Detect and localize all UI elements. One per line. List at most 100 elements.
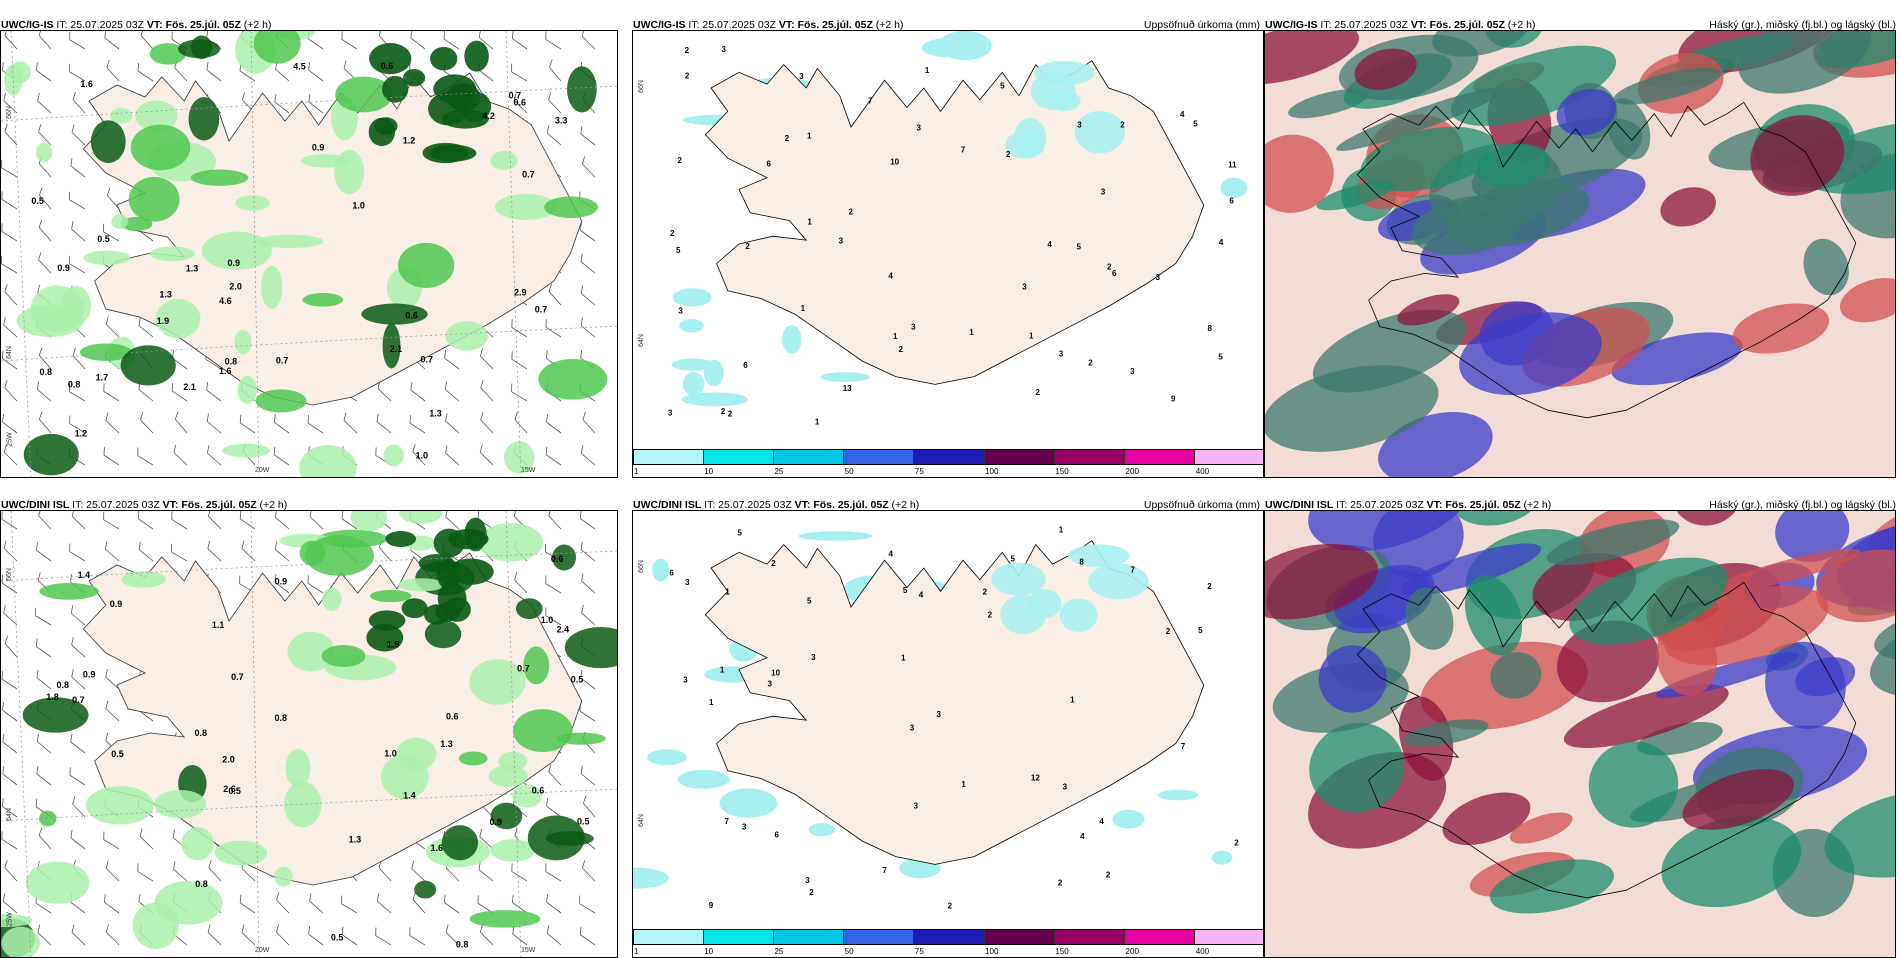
wind-barb: [508, 384, 530, 401]
wind-barb: [204, 445, 225, 465]
precip-area: [991, 563, 1046, 596]
wind-barb: [36, 252, 56, 273]
rain-value: 0.9: [275, 576, 288, 586]
precip-value: 7: [868, 97, 873, 106]
precip-value: 4: [1180, 110, 1185, 119]
rain-value: 2.1: [390, 344, 403, 354]
rain-value: 1.1: [212, 620, 225, 630]
rain-area: [513, 709, 573, 752]
precip-value: 2: [771, 559, 776, 568]
wind-barb: [104, 60, 124, 81]
precip-value: 2: [1058, 878, 1063, 887]
wind-barb: [478, 924, 498, 945]
map-canvas: 5332722310535712972668731121411324223155…: [633, 511, 1264, 958]
precip-value: 3: [910, 724, 915, 733]
rain-value: 1.2: [403, 136, 416, 146]
colorbar: [633, 929, 1264, 945]
wind-barb: [581, 796, 601, 817]
wind-barb: [408, 382, 430, 401]
precip-value: 7: [883, 866, 888, 875]
precip-area: [677, 770, 729, 789]
wind-barb: [66, 32, 88, 49]
rain-area: [490, 151, 517, 170]
rain-value: 0.7: [535, 304, 548, 314]
precip-area: [1088, 564, 1148, 600]
precip-value: 3: [768, 679, 773, 688]
precip-area: [633, 868, 669, 889]
wind-barb: [578, 766, 599, 785]
colorbar-swatch: [774, 450, 844, 464]
precip-value: 4: [919, 591, 924, 600]
wind-barb: [100, 512, 122, 529]
precip-value: 2: [721, 407, 726, 416]
wind-barb: [306, 94, 328, 113]
rain-area: [459, 751, 488, 765]
precip-value: 5: [1010, 554, 1015, 563]
wind-barb: [1, 605, 22, 625]
rain-area: [557, 733, 606, 745]
precip-value: 2: [670, 229, 675, 238]
cloud-layers: [1265, 511, 1896, 958]
wind-barb: [102, 31, 124, 49]
precip-value: 4: [1047, 240, 1052, 249]
rain-value: 2.4: [557, 624, 570, 634]
precip-area: [1112, 810, 1144, 829]
wind-barb: [508, 64, 530, 81]
rain-area: [402, 598, 428, 618]
rain-value: 1.7: [96, 373, 109, 383]
lon-label: 25W: [7, 912, 14, 926]
colorbar-swatch: [914, 450, 984, 464]
wind-barb: [2, 284, 22, 305]
wind-barb: [102, 541, 123, 561]
wind-barb: [135, 63, 157, 81]
wind-barb: [508, 863, 530, 881]
colorbar-swatch: [985, 930, 1055, 944]
map-canvas: 3222223221236118135910657241211123234335…: [633, 31, 1264, 478]
precip-value: 2: [849, 208, 854, 217]
row1-precip-panel: UWC/IG-IS IT: 25.07.2025 03Z VT: Fös. 25…: [632, 14, 1264, 464]
rain-area: [369, 610, 406, 630]
wind-barb: [100, 383, 122, 401]
precip-value: 2: [983, 588, 988, 597]
rain-value: 1.0: [352, 200, 365, 210]
rain-area: [256, 389, 307, 412]
wind-barb: [37, 828, 57, 849]
wind-barb: [406, 927, 428, 945]
rain-area: [299, 445, 356, 478]
precip-value: 9: [1171, 395, 1176, 404]
precip-value: 3: [1077, 121, 1082, 130]
wind-barb: [544, 125, 565, 145]
precip-area: [782, 325, 802, 354]
rain-area: [322, 588, 342, 611]
wind-barb: [33, 62, 55, 81]
precip-value: 2: [1035, 388, 1040, 397]
wind-barb: [1, 511, 21, 529]
precip-value: 10: [890, 158, 899, 167]
precip-value: 7: [724, 817, 729, 826]
wind-barb: [32, 608, 54, 625]
rain-area: [36, 143, 52, 162]
wind-barb: [307, 511, 328, 529]
wind-barb: [67, 767, 89, 785]
wind-barb: [478, 412, 498, 433]
wind-barb: [374, 893, 395, 913]
rain-value: 0.5: [31, 196, 44, 206]
wind-barb: [544, 925, 565, 945]
wind-barb: [237, 511, 259, 529]
wind-barb: [136, 542, 157, 561]
colorbar-tick: 150: [1055, 947, 1068, 956]
precip-value: 1: [925, 66, 930, 75]
rain-value: 1.4: [403, 790, 416, 800]
rain-area: [488, 765, 527, 787]
wind-barb: [543, 414, 565, 433]
rain-area: [382, 76, 408, 103]
rain-area: [464, 41, 489, 72]
lat-label: 64N: [6, 346, 13, 359]
precip-value: 2: [809, 888, 814, 897]
colorbar-tick: 75: [915, 947, 924, 956]
precip-value: 1: [901, 653, 906, 662]
wind-barb: [271, 447, 293, 465]
colorbar-tick: 50: [845, 947, 854, 956]
